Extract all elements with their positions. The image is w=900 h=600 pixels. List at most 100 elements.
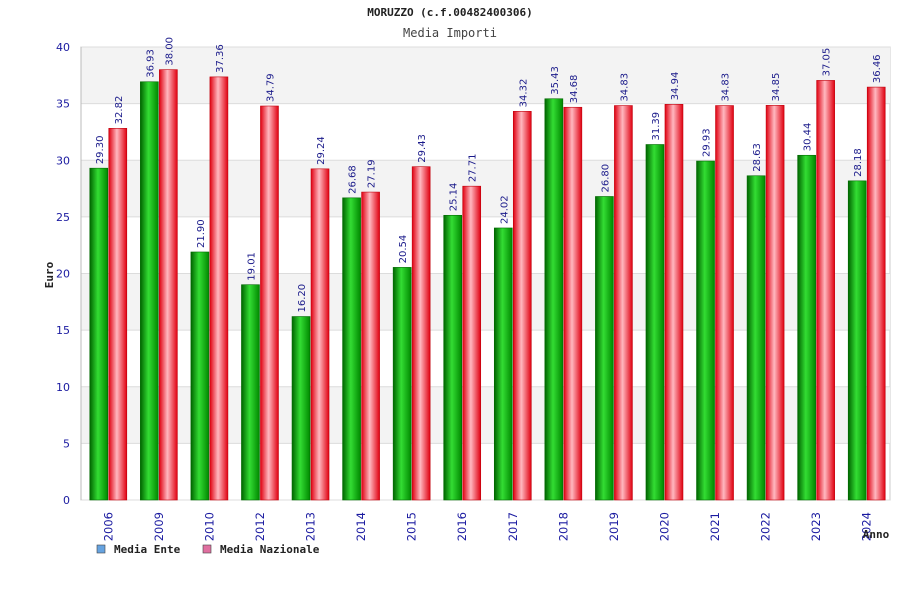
- data-label: 37.36: [215, 44, 226, 73]
- y-tick-label: 30: [56, 154, 70, 167]
- x-tick-label: 2010: [202, 512, 216, 541]
- x-tick-label: 2023: [809, 512, 823, 541]
- grid-band: [81, 47, 890, 104]
- bar-media-nazionale-2016: [462, 185, 482, 501]
- data-label: 32.82: [114, 96, 125, 125]
- data-label: 24.02: [499, 195, 510, 224]
- x-tick-label: 2006: [101, 512, 115, 541]
- bar-media-ente-2013: [291, 316, 311, 501]
- data-label: 34.83: [721, 73, 732, 102]
- y-tick-label: 5: [63, 437, 70, 450]
- data-label: 34.94: [670, 72, 681, 101]
- bar-media-nazionale-2024: [866, 86, 886, 501]
- data-label: 20.54: [398, 235, 409, 264]
- data-label: 38.00: [164, 37, 175, 66]
- x-tick-label: 2014: [354, 512, 368, 541]
- bar-media-nazionale-2009: [159, 69, 178, 501]
- data-label: 34.83: [619, 73, 630, 102]
- bar-media-ente-2006: [89, 167, 109, 501]
- data-label: 35.43: [550, 66, 561, 95]
- x-tick-label: 2017: [506, 512, 520, 541]
- data-label: 34.85: [771, 73, 782, 102]
- data-label: 16.20: [297, 284, 308, 313]
- data-label: 26.80: [600, 164, 611, 193]
- data-label: 26.68: [348, 165, 359, 194]
- data-label: 36.93: [145, 49, 156, 78]
- data-label: 28.18: [853, 148, 864, 177]
- bar-media-ente-2012: [241, 284, 260, 501]
- x-tick-label: 2022: [759, 512, 773, 541]
- x-tick-label: 2018: [556, 512, 570, 541]
- y-axis-label: Euro: [43, 261, 56, 288]
- y-tick-label: 40: [56, 41, 70, 54]
- data-label: 29.24: [316, 136, 327, 165]
- x-tick-label: 2021: [708, 512, 722, 541]
- data-label: 27.19: [367, 159, 378, 188]
- bar-media-ente-2016: [443, 214, 463, 501]
- legend: Media Ente Media Nazionale: [96, 543, 320, 556]
- y-tick-label: 0: [63, 494, 70, 507]
- x-tick-label: 2020: [657, 512, 671, 541]
- legend-swatch-media-ente: [96, 544, 106, 554]
- bar-media-ente-2021: [696, 160, 715, 501]
- bar-media-nazionale-2019: [614, 105, 633, 501]
- bar-media-ente-2014: [342, 197, 361, 501]
- bar-media-nazionale-2006: [108, 128, 128, 501]
- bar-media-ente-2020: [645, 144, 665, 501]
- bar-media-nazionale-2023: [816, 80, 835, 501]
- bar-media-ente-2018: [544, 98, 564, 501]
- bar-media-nazionale-2013: [310, 168, 330, 501]
- bar-media-nazionale-2022: [765, 105, 785, 501]
- data-label: 28.63: [752, 143, 763, 172]
- x-tick-label: 2019: [607, 512, 621, 541]
- y-tick-label: 20: [56, 268, 70, 281]
- data-label: 19.01: [246, 252, 257, 281]
- bar-media-ente-2015: [392, 267, 412, 501]
- data-label: 29.30: [95, 136, 106, 165]
- data-label: 30.44: [803, 123, 814, 152]
- bar-media-ente-2022: [746, 175, 766, 501]
- bars: [89, 69, 886, 501]
- bar-media-ente-2010: [190, 251, 210, 501]
- data-label: 21.90: [196, 219, 207, 248]
- y-axis-ticks: 0 5 10 15 20 25 30 35 40: [56, 41, 70, 507]
- bar-media-ente-2024: [847, 180, 867, 501]
- chart-title: MORUZZO (c.f.00482400306): [367, 6, 533, 19]
- data-label: 25.14: [449, 183, 460, 212]
- x-tick-label: 2012: [253, 512, 267, 541]
- legend-label-media-nazionale: Media Nazionale: [220, 543, 320, 556]
- chart-subtitle: Media Importi: [403, 26, 497, 40]
- bar-media-ente-2019: [595, 196, 614, 501]
- data-label: 34.68: [569, 75, 580, 104]
- bar-media-ente-2023: [797, 154, 816, 501]
- x-axis-ticks: 2006 2009 2010 2012 2013 2014 2015 2016 2017 2018…: [101, 512, 873, 541]
- data-label: 36.46: [872, 54, 883, 83]
- x-tick-label: 2009: [152, 512, 166, 541]
- data-label: 34.79: [265, 73, 276, 102]
- bar-media-nazionale-2017: [512, 111, 532, 501]
- y-tick-label: 25: [56, 211, 70, 224]
- bar-media-nazionale-2020: [664, 104, 684, 501]
- y-tick-label: 15: [56, 324, 70, 337]
- data-label: 29.93: [702, 128, 713, 157]
- data-label: 34.32: [518, 79, 529, 108]
- data-label: 31.39: [651, 112, 662, 141]
- x-tick-label: 2013: [304, 512, 318, 541]
- bar-media-nazionale-2018: [563, 106, 583, 501]
- y-tick-label: 10: [56, 381, 70, 394]
- bar-media-ente-2009: [140, 81, 159, 501]
- x-tick-label: 2024: [860, 512, 874, 541]
- bar-media-nazionale-2012: [260, 105, 279, 501]
- x-tick-label: 2016: [455, 512, 469, 541]
- x-tick-label: 2015: [405, 512, 419, 541]
- legend-label-media-ente: Media Ente: [114, 543, 181, 556]
- data-label: 27.71: [468, 154, 479, 183]
- y-tick-label: 35: [56, 98, 70, 111]
- bar-media-nazionale-2015: [411, 166, 431, 501]
- bar-media-nazionale-2021: [715, 105, 734, 501]
- data-labels: 29.30 32.82 36.93 38.00 21.90 37.36 19.01 34.79…: [95, 37, 883, 313]
- bar-media-nazionale-2010: [209, 76, 229, 501]
- data-label: 29.43: [417, 134, 428, 163]
- bar-media-nazionale-2014: [361, 191, 380, 501]
